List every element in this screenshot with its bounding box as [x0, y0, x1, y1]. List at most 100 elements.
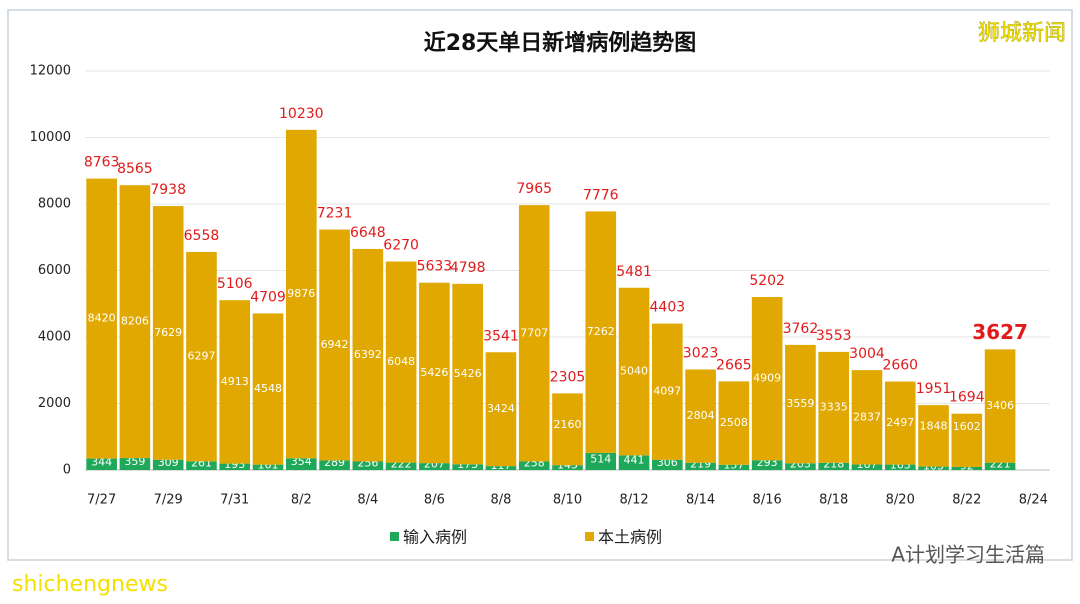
bar-segment — [485, 352, 517, 467]
bar-segment — [918, 466, 949, 470]
segment-label: 7629 — [154, 326, 182, 339]
bar-segment — [951, 466, 983, 470]
legend-label: 本土病例 — [598, 528, 662, 547]
segment-label: 354 — [291, 455, 312, 468]
bar-segment — [119, 458, 151, 470]
total-label: 2660 — [882, 358, 918, 374]
total-label: 6648 — [350, 225, 386, 241]
bar-segment — [252, 464, 284, 470]
total-label: 3541 — [483, 328, 519, 344]
bar-segment — [518, 205, 550, 462]
bar-segment — [219, 463, 251, 470]
total-label: 5202 — [749, 273, 785, 289]
bar-segment — [652, 459, 683, 470]
segment-label: 6392 — [354, 348, 382, 361]
total-label: 7965 — [516, 181, 552, 197]
total-label: 10230 — [279, 106, 324, 122]
segment-label: 359 — [124, 455, 145, 468]
total-label: 1951 — [916, 381, 952, 397]
bar-segment — [252, 313, 284, 465]
x-tick-label: 8/20 — [886, 493, 915, 508]
bar-segment — [618, 455, 650, 470]
total-label: 8763 — [84, 155, 120, 171]
bar-segment — [86, 178, 117, 459]
bar-segment — [552, 393, 583, 466]
y-tick-label: 2000 — [38, 396, 71, 411]
segment-label: 1602 — [953, 420, 981, 433]
bar-segment — [585, 211, 617, 453]
bar-segment — [685, 369, 716, 463]
total-label: 6270 — [383, 238, 419, 254]
bar-segment — [884, 464, 916, 470]
x-tick-label: 8/2 — [291, 493, 312, 508]
x-tick-label: 8/18 — [819, 493, 848, 508]
bar-segment — [785, 344, 816, 464]
segment-label: 2804 — [687, 409, 715, 422]
bar-segment — [884, 381, 916, 465]
y-tick-label: 10000 — [30, 130, 71, 145]
bar-segment — [219, 300, 251, 464]
bar-segment — [751, 297, 783, 461]
bar-segment — [718, 381, 750, 465]
bar-segment — [419, 282, 450, 464]
legend-label: 输入病例 — [403, 528, 467, 547]
y-tick-label: 0 — [63, 463, 71, 478]
bar-segment — [984, 462, 1016, 470]
x-tick-label: 8/6 — [424, 493, 445, 508]
y-tick-label: 6000 — [38, 263, 71, 278]
y-tick-label: 4000 — [38, 330, 71, 345]
segment-label: 4548 — [254, 382, 282, 395]
segment-label: 3406 — [986, 399, 1014, 412]
segment-label: 3559 — [786, 397, 814, 410]
bar-segment — [918, 405, 949, 467]
footer-left: shichengnews — [12, 572, 168, 597]
total-label: 3023 — [683, 345, 719, 361]
segment-label: 6048 — [387, 355, 415, 368]
segment-label: 2497 — [886, 416, 914, 429]
total-label: 5633 — [417, 259, 453, 275]
segment-label: 5426 — [420, 366, 448, 379]
segment-label: 2160 — [554, 418, 582, 431]
legend-swatch — [390, 532, 399, 541]
x-tick-label: 8/16 — [753, 493, 782, 508]
total-label: 2305 — [550, 369, 586, 385]
total-label: 7231 — [317, 206, 353, 222]
footer-right: A计划学习生活篇 — [891, 543, 1045, 567]
total-label: 3762 — [783, 321, 819, 337]
total-label: 6558 — [184, 228, 220, 244]
segment-label: 8420 — [88, 312, 116, 325]
bar-segment — [818, 351, 850, 463]
bar-segment — [186, 251, 217, 462]
chart-title: 近28天单日新增病例趋势图 — [424, 30, 697, 56]
x-tick-label: 7/31 — [220, 493, 249, 508]
y-tick-label: 8000 — [38, 197, 71, 212]
total-label: 7938 — [150, 182, 186, 198]
segment-label: 5426 — [454, 367, 482, 380]
total-label: 2665 — [716, 357, 752, 373]
bar-segment — [285, 458, 317, 470]
bar-segment — [552, 465, 583, 470]
bar-segment — [385, 261, 417, 463]
bar-segment — [152, 206, 184, 460]
segment-label: 6297 — [187, 350, 215, 363]
x-tick-label: 8/24 — [1019, 493, 1048, 508]
segment-label: 7262 — [587, 325, 615, 338]
x-tick-label: 8/4 — [357, 493, 378, 508]
x-tick-label: 8/10 — [553, 493, 582, 508]
y-tick-label: 12000 — [30, 64, 71, 79]
bar-segment — [818, 462, 850, 470]
segment-label: 514 — [590, 452, 611, 465]
bar-segment — [785, 463, 816, 470]
x-tick-label: 7/27 — [87, 493, 116, 508]
bar-segment — [485, 466, 517, 470]
bar-segment — [685, 462, 716, 470]
bar-segment — [618, 287, 650, 456]
x-tick-label: 8/22 — [952, 493, 981, 508]
bar-segment — [352, 461, 384, 470]
bar-segment — [851, 464, 883, 470]
bar-segment — [518, 461, 550, 470]
bar-segment — [385, 462, 417, 470]
bar-segment — [751, 460, 783, 470]
total-label: 3004 — [849, 346, 885, 362]
